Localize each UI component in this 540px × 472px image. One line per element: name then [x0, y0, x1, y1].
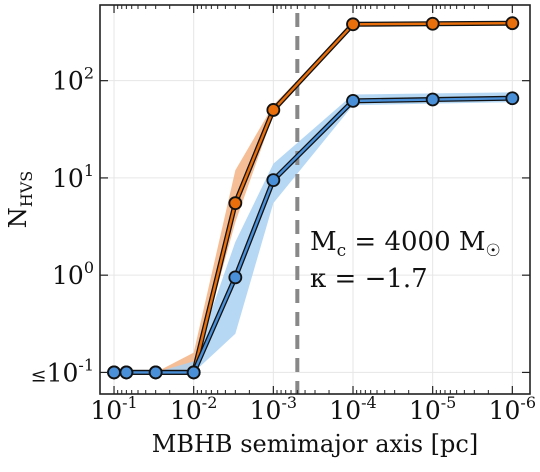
data-point	[425, 16, 440, 31]
data-point	[266, 173, 281, 187]
data-point	[107, 365, 121, 380]
data-point	[148, 365, 163, 380]
data-point	[119, 365, 134, 380]
data-point	[228, 270, 243, 285]
series-line-0	[114, 21, 513, 374]
data-point	[346, 17, 360, 32]
x-tick-labels: 10-1 10-2 10-3 10-4 10-5 10-6	[90, 393, 536, 425]
data-point	[266, 103, 281, 117]
y-tick-label-1: 100	[52, 258, 94, 290]
series-line-outline-0	[114, 20, 513, 375]
y-tick-label-2: 101	[52, 161, 94, 193]
x-axis-label: MBHB semimajor axis [pc]	[152, 430, 478, 458]
data-point	[228, 196, 243, 211]
x-tick-label-5: 10-6	[489, 393, 536, 425]
data-point	[186, 365, 201, 380]
y-tick-label-0: ≤10-1	[31, 355, 94, 387]
x-tick-label-3: 10-4	[329, 393, 376, 425]
data-point	[505, 16, 520, 31]
y-axis-label: NHVS	[4, 171, 36, 228]
data-point	[505, 91, 520, 106]
data-point	[346, 93, 360, 108]
series-band-0	[114, 21, 513, 373]
x-tick-label-4: 10-5	[409, 393, 456, 425]
error-bands	[114, 21, 513, 373]
x-tick-label-2: 10-3	[250, 393, 297, 425]
annotations: Mc = 4000 M☉κ = −1.7	[310, 227, 501, 294]
annotation-mass: Mc = 4000 M☉	[310, 227, 501, 261]
y-tick-label-3: 102	[52, 64, 94, 96]
ticks	[100, 5, 530, 394]
data-point	[425, 92, 440, 107]
x-tick-label-1: 10-2	[170, 393, 217, 425]
y-tick-labels: ≤10-1 100 101 102	[31, 64, 94, 388]
annotation-kappa: κ = −1.7	[310, 264, 428, 294]
series-lines	[114, 20, 513, 375]
x-tick-label-0: 10-1	[90, 393, 137, 425]
series-band-1	[114, 92, 513, 373]
data-points	[107, 16, 520, 380]
